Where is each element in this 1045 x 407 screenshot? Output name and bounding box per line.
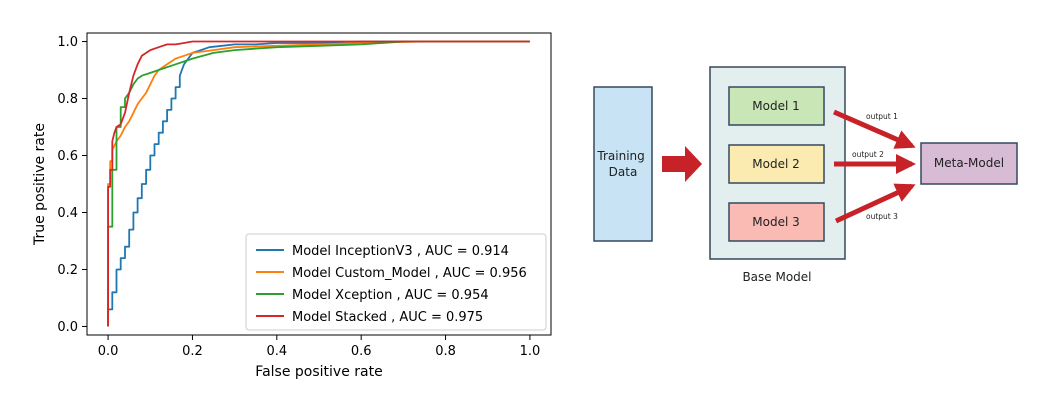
output-3-label: output 3 bbox=[866, 212, 898, 221]
model-3-label: Model 3 bbox=[752, 215, 799, 229]
x-tick-label: 0.8 bbox=[435, 344, 456, 359]
x-axis-ticks: 0.0 0.2 0.4 0.6 0.8 1.0 bbox=[98, 335, 541, 359]
model-2-box bbox=[728, 144, 825, 184]
y-tick-label: 0.4 bbox=[57, 206, 78, 221]
meta-model-box bbox=[920, 142, 1018, 185]
output-2-label: output 2 bbox=[852, 150, 884, 159]
training-data-label-line1: Training bbox=[596, 149, 644, 163]
model-3-box bbox=[728, 202, 825, 242]
y-axis-ticks: 0.0 0.2 0.4 0.6 0.8 1.0 bbox=[57, 35, 87, 335]
stacking-diagram: Training Data Base Model Model 1 Model 2… bbox=[593, 66, 1018, 284]
y-tick-label: 0.8 bbox=[57, 92, 78, 107]
legend: Model InceptionV3 , AUC = 0.914 Model Cus… bbox=[245, 233, 547, 331]
roc-curve-4 bbox=[107, 40, 530, 327]
model-2-label: Model 2 bbox=[752, 157, 799, 171]
input-arrow bbox=[662, 146, 702, 182]
legend-label-2: Model Custom_Model , AUC = 0.956 bbox=[292, 266, 527, 281]
y-tick-label: 1.0 bbox=[57, 35, 78, 50]
x-tick-label: 0.2 bbox=[182, 344, 203, 359]
output-1-arrow bbox=[833, 109, 916, 149]
legend-label-3: Model Xception , AUC = 0.954 bbox=[292, 288, 489, 303]
x-tick-label: 0.6 bbox=[351, 344, 372, 359]
meta-model-label: Meta-Model bbox=[934, 156, 1004, 170]
output-1-label: output 1 bbox=[866, 112, 898, 121]
base-model-label: Base Model bbox=[742, 270, 811, 284]
y-tick-label: 0.0 bbox=[57, 320, 78, 335]
legend-label-1: Model InceptionV3 , AUC = 0.914 bbox=[292, 244, 509, 259]
x-tick-label: 0.4 bbox=[266, 344, 287, 359]
roc-curve-3 bbox=[107, 40, 530, 327]
training-data-label-line2: Data bbox=[609, 165, 638, 179]
model-1-box bbox=[728, 86, 825, 126]
y-tick-label: 0.6 bbox=[57, 149, 78, 164]
legend-label-4: Model Stacked , AUC = 0.975 bbox=[292, 310, 483, 325]
y-axis-label: True positive rate bbox=[32, 123, 48, 246]
training-data-box bbox=[593, 86, 653, 242]
x-tick-label: 1.0 bbox=[520, 344, 541, 359]
series-layer bbox=[107, 40, 530, 327]
training-data-label: Training Data bbox=[596, 149, 648, 179]
plot-frame bbox=[86, 32, 552, 336]
x-axis-label: False positive rate bbox=[255, 364, 382, 380]
legend-box bbox=[245, 233, 547, 331]
model-1-label: Model 1 bbox=[752, 99, 799, 113]
y-tick-label: 0.2 bbox=[57, 263, 78, 278]
roc-curve-1 bbox=[107, 40, 530, 327]
output-3-arrow bbox=[834, 183, 916, 224]
roc-chart: 0.0 0.2 0.4 0.6 0.8 1.0 0.0 0.2 0.4 0.6 0.8 1.0 Fa… bbox=[32, 32, 552, 380]
x-tick-label: 0.0 bbox=[98, 344, 119, 359]
